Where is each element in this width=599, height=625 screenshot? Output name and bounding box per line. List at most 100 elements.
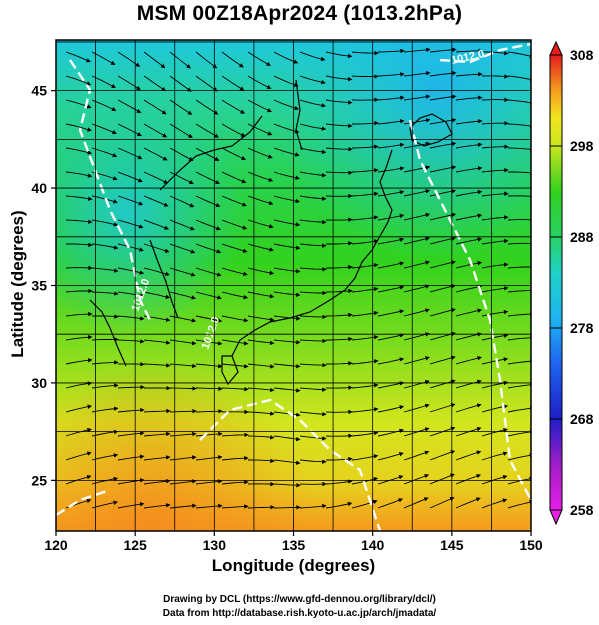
- streamline-arrow: [326, 241, 353, 246]
- streamline-arrow: [143, 267, 170, 276]
- streamline-arrow: [429, 403, 456, 413]
- streamline-arrow: [481, 215, 509, 221]
- streamline-arrow: [91, 406, 119, 413]
- streamline-arrow: [273, 363, 301, 369]
- streamline-arrow: [143, 171, 169, 184]
- colorbar-tick-label: 268: [570, 411, 594, 427]
- streamline-arrow: [91, 383, 119, 389]
- streamline-arrow: [299, 503, 327, 509]
- streamline-arrow: [455, 332, 482, 341]
- streamline-arrow: [377, 119, 405, 125]
- streamline-arrow: [221, 243, 248, 253]
- streamline-arrow: [325, 288, 353, 294]
- streamline-arrow: [169, 243, 196, 254]
- streamline-arrow: [273, 219, 301, 227]
- streamline-arrow: [169, 455, 197, 461]
- colorbar-tick-label: 258: [570, 502, 594, 518]
- streamline-arrow: [326, 361, 353, 366]
- streamline-arrow: [273, 291, 301, 298]
- streamline-arrow: [195, 291, 222, 300]
- streamline-arrow: [429, 473, 455, 485]
- streamline-arrow: [351, 97, 379, 103]
- streamline-arrow: [481, 333, 509, 341]
- x-axis-label: Longitude (degrees): [211, 556, 376, 575]
- streamline-arrow: [377, 190, 405, 197]
- streamline-arrow: [117, 243, 144, 252]
- streamline-arrow: [429, 165, 457, 173]
- streamline-arrow: [247, 243, 274, 252]
- streamline-arrow: [429, 189, 457, 197]
- streamline-arrow: [247, 387, 275, 393]
- streamline-arrow: [326, 336, 353, 342]
- streamline-arrow: [403, 450, 430, 461]
- streamline-arrow: [273, 459, 301, 465]
- streamline-arrow: [481, 427, 508, 437]
- streamline-arrow: [481, 286, 509, 293]
- streamline-arrow: [91, 243, 119, 250]
- streamline-arrow: [377, 213, 405, 221]
- streamline-arrow: [65, 404, 93, 413]
- streamline-arrow: [117, 75, 141, 91]
- streamline-arrow: [507, 264, 531, 270]
- streamline-arrow: [169, 479, 197, 485]
- y-axis-ticks: 25 30 35 40 45: [31, 83, 56, 488]
- streamline-arrow: [169, 431, 197, 437]
- streamline-arrow: [247, 411, 275, 416]
- streamline-arrow: [481, 380, 509, 389]
- streamline-arrow: [507, 429, 531, 437]
- streamline-arrow: [117, 339, 145, 344]
- wind-streamlines: [65, 47, 531, 510]
- streamline-arrow: [273, 505, 301, 510]
- colorbar-tick-label: 298: [570, 138, 594, 154]
- chart-title: MSM 00Z18Apr2024 (1013.2hPa): [136, 2, 463, 25]
- streamline-arrow: [195, 243, 222, 254]
- streamline-arrow: [169, 339, 197, 346]
- streamline-arrow: [247, 315, 275, 322]
- streamline-arrow: [429, 212, 457, 221]
- streamline-arrow: [429, 284, 456, 293]
- streamline-arrow: [117, 123, 142, 137]
- streamline-arrow: [429, 70, 457, 77]
- streamline-arrow: [221, 267, 248, 277]
- streamline-arrow: [247, 505, 275, 510]
- streamline-arrow: [65, 358, 93, 365]
- streamline-arrow: [117, 195, 144, 206]
- streamline-arrow: [325, 409, 353, 415]
- streamline-arrow: [429, 118, 457, 125]
- streamline-arrow: [299, 459, 327, 464]
- streamline-arrow: [143, 195, 169, 207]
- streamline-arrow: [273, 482, 301, 488]
- streamline-arrow: [169, 315, 197, 323]
- streamline-arrow: [403, 94, 431, 101]
- streamline-arrow: [273, 267, 301, 274]
- streamline-arrow: [195, 363, 223, 369]
- streamline-arrow: [247, 51, 271, 66]
- streamline-arrow: [455, 72, 483, 77]
- colorbar-tick-label: 308: [570, 47, 594, 63]
- streamline-arrow: [507, 500, 531, 509]
- streamline-arrow: [455, 497, 481, 509]
- streamline-arrow: [247, 267, 275, 276]
- y-tick-label: 35: [31, 278, 47, 294]
- streamline-arrow: [377, 261, 405, 269]
- streamline-arrow: [91, 360, 119, 365]
- streamline-arrow: [481, 309, 509, 317]
- streamline-arrow: [455, 142, 483, 149]
- map-gridlines: [56, 40, 531, 531]
- x-tick-label: 150: [519, 537, 543, 553]
- streamline-arrow: [169, 75, 192, 92]
- streamline-arrow: [169, 363, 197, 369]
- streamline-arrow: [481, 262, 509, 269]
- streamline-arrow: [299, 362, 327, 368]
- streamline-arrow: [247, 99, 272, 113]
- streamline-arrow: [325, 99, 353, 105]
- streamline-arrow: [481, 451, 508, 461]
- streamline-arrow: [299, 243, 327, 248]
- y-tick-label: 45: [31, 83, 47, 99]
- y-tick-label: 40: [31, 180, 47, 196]
- streamline-arrow: [299, 314, 327, 320]
- streamline-arrow: [65, 123, 92, 132]
- streamline-arrow: [169, 147, 194, 161]
- streamline-arrow: [221, 123, 246, 137]
